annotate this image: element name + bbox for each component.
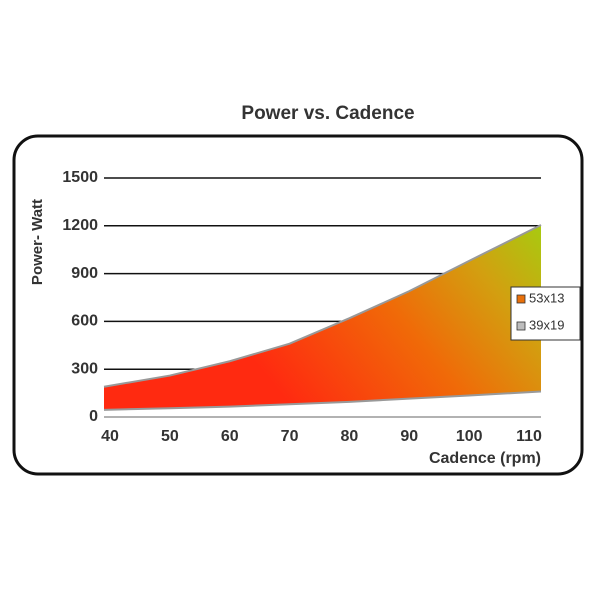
legend: 53x13 39x19 [510,286,581,341]
x-tick-label: 60 [221,428,239,445]
series-line [103,224,542,388]
y-tick-label: 0 [89,408,98,425]
legend-label: 39x19 [529,317,564,332]
series-line [103,390,542,411]
x-tick-label: 100 [456,428,483,445]
x-tick-label: 90 [400,428,418,445]
y-tick-label: 900 [71,265,98,282]
legend-label: 53x13 [529,290,564,305]
y-tick-label: 1200 [62,217,98,234]
y-tick-label: 600 [71,313,98,330]
x-tick-label: 110 [516,428,542,445]
legend-swatch [516,294,526,304]
chart-title: Power vs. Cadence [241,103,414,124]
range-fill [104,225,541,410]
x-tick-label: 80 [341,428,359,445]
y-tick-label: 1500 [62,169,98,186]
legend-swatch [516,321,526,331]
y-tick-label: 300 [71,360,98,377]
x-axis-label: Cadence (rpm) [429,450,541,467]
x-tick-label: 70 [281,428,299,445]
x-tick-label: 40 [101,428,119,445]
x-tick-label: 50 [161,428,179,445]
y-axis-label: Power- Watt [29,199,46,285]
